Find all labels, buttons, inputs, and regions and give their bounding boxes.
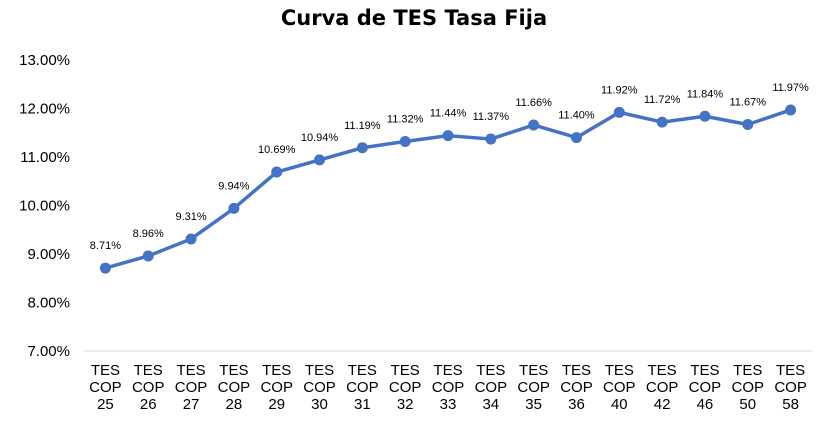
data-point bbox=[485, 133, 497, 145]
data-point bbox=[699, 110, 711, 122]
y-tick-label: 9.00% bbox=[27, 246, 70, 263]
x-tick-label: TES bbox=[134, 362, 163, 379]
data-label: 9.94% bbox=[218, 180, 249, 192]
data-label: 11.67% bbox=[730, 97, 767, 109]
x-tick-label: 36 bbox=[568, 396, 585, 413]
x-tick-label: COP bbox=[689, 379, 722, 396]
data-point bbox=[356, 142, 368, 154]
x-tick-label: 29 bbox=[268, 396, 285, 413]
x-tick-label: 30 bbox=[311, 396, 328, 413]
data-label: 11.84% bbox=[687, 88, 724, 100]
x-tick-label: 58 bbox=[782, 396, 799, 413]
x-tick-label: 25 bbox=[97, 396, 114, 413]
data-label: 11.37% bbox=[473, 111, 510, 123]
x-tick-label: TES bbox=[733, 362, 762, 379]
data-label: 8.71% bbox=[90, 240, 121, 252]
x-tick-label: COP bbox=[346, 379, 379, 396]
x-tick-label: COP bbox=[517, 379, 550, 396]
x-tick-label: COP bbox=[389, 379, 422, 396]
x-tick-label: TES bbox=[433, 362, 462, 379]
x-tick-label: TES bbox=[348, 362, 377, 379]
data-point bbox=[656, 116, 668, 128]
x-tick-label: TES bbox=[690, 362, 719, 379]
x-tick-label: TES bbox=[476, 362, 505, 379]
data-label: 9.31% bbox=[175, 211, 206, 223]
x-tick-label: TES bbox=[648, 362, 677, 379]
x-tick-label: 28 bbox=[226, 396, 243, 413]
x-tick-label: TES bbox=[262, 362, 291, 379]
x-tick-label: 27 bbox=[183, 396, 200, 413]
x-tick-label: 26 bbox=[140, 396, 157, 413]
x-tick-label: 35 bbox=[525, 396, 542, 413]
chart-title: Curva de TES Tasa Fija bbox=[280, 6, 548, 30]
x-tick-label: TES bbox=[305, 362, 334, 379]
x-tick-label: COP bbox=[646, 379, 679, 396]
data-point bbox=[442, 130, 454, 142]
x-tick-label: TES bbox=[91, 362, 120, 379]
data-label: 11.97% bbox=[772, 82, 809, 94]
x-tick-label: TES bbox=[776, 362, 805, 379]
x-tick-label: COP bbox=[560, 379, 593, 396]
x-tick-label: TES bbox=[176, 362, 205, 379]
x-tick-label: COP bbox=[260, 379, 293, 396]
data-point bbox=[271, 166, 283, 178]
x-tick-label: TES bbox=[562, 362, 591, 379]
data-point bbox=[613, 106, 625, 118]
x-tick-label: 42 bbox=[654, 396, 671, 413]
x-tick-label: COP bbox=[475, 379, 508, 396]
x-tick-label: COP bbox=[603, 379, 636, 396]
x-tick-label: 34 bbox=[482, 396, 499, 413]
y-tick-label: 10.00% bbox=[19, 198, 70, 215]
y-tick-label: 7.00% bbox=[27, 343, 70, 360]
x-tick-label: TES bbox=[519, 362, 548, 379]
data-label: 11.32% bbox=[387, 113, 424, 125]
x-tick-label: 50 bbox=[739, 396, 756, 413]
data-label: 11.92% bbox=[601, 84, 638, 96]
data-label: 11.44% bbox=[430, 108, 467, 120]
data-point bbox=[399, 135, 411, 147]
y-tick-label: 12.00% bbox=[19, 101, 70, 118]
x-tick-label: COP bbox=[132, 379, 165, 396]
data-point bbox=[528, 119, 540, 131]
x-tick-label: COP bbox=[89, 379, 122, 396]
x-tick-label: COP bbox=[774, 379, 807, 396]
data-point bbox=[228, 202, 240, 214]
data-point bbox=[570, 132, 582, 144]
x-tick-label: 31 bbox=[354, 396, 371, 413]
x-tick-label: COP bbox=[218, 379, 251, 396]
y-tick-label: 13.00% bbox=[19, 52, 70, 69]
data-point bbox=[142, 250, 154, 262]
x-tick-label: COP bbox=[303, 379, 336, 396]
x-tick-label: 46 bbox=[697, 396, 714, 413]
x-tick-label: 40 bbox=[611, 396, 628, 413]
x-tick-label: 32 bbox=[397, 396, 414, 413]
data-point bbox=[314, 154, 326, 166]
data-point bbox=[99, 262, 111, 274]
data-label: 11.40% bbox=[558, 110, 595, 122]
data-label: 11.66% bbox=[515, 97, 552, 109]
y-tick-label: 11.00% bbox=[20, 149, 70, 166]
x-tick-label: TES bbox=[605, 362, 634, 379]
x-tick-label: TES bbox=[391, 362, 420, 379]
data-label: 10.94% bbox=[301, 132, 339, 144]
x-tick-label: COP bbox=[432, 379, 465, 396]
data-label: 11.72% bbox=[644, 94, 681, 106]
y-tick-label: 8.00% bbox=[27, 295, 70, 312]
data-label: 10.69% bbox=[258, 144, 296, 156]
x-tick-label: COP bbox=[732, 379, 765, 396]
data-label: 11.19% bbox=[344, 120, 381, 132]
x-tick-label: COP bbox=[175, 379, 208, 396]
data-label: 8.96% bbox=[133, 228, 164, 240]
x-tick-label: 33 bbox=[440, 396, 457, 413]
data-point bbox=[185, 233, 197, 245]
data-point bbox=[742, 119, 754, 131]
x-tick-label: TES bbox=[219, 362, 248, 379]
data-point bbox=[785, 104, 797, 116]
